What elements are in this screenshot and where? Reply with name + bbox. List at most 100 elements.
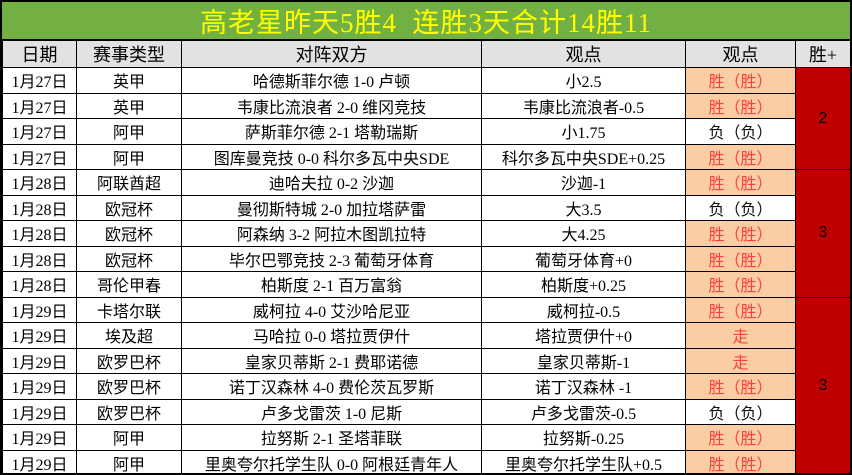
view-cell: 诺丁汉森林 -1 (481, 373, 686, 400)
view-cell: 柏斯度+0.25 (481, 271, 686, 298)
table-row: 1月28日 哥伦甲春 柏斯度 2-1 百万富翁 柏斯度+0.25 胜（胜） (2, 271, 851, 298)
league-cell: 欧罗巴杯 (76, 373, 182, 400)
league-cell: 英甲 (76, 67, 182, 94)
match-cell: 图库曼竞技 0-0 科尔多瓦中央SDE (181, 143, 482, 170)
view-cell: 塔拉贾伊什+0 (481, 322, 686, 349)
result-cell: 胜（胜） (685, 271, 796, 298)
league-cell: 欧冠杯 (76, 194, 182, 221)
view-cell: 韦康比流浪者-0.5 (481, 92, 686, 119)
date-cell: 1月27日 (2, 92, 77, 119)
date-cell: 1月28日 (2, 169, 77, 196)
match-cell: 拉努斯 2-1 圣塔菲联 (181, 424, 482, 451)
match-cell: 曼彻斯特城 2-0 加拉塔萨雷 (181, 194, 482, 221)
result-cell: 胜（胜） (685, 143, 796, 170)
view-cell: 小2.5 (481, 67, 686, 94)
league-cell: 阿联酋超 (76, 169, 182, 196)
result-cell: 胜（胜） (685, 67, 796, 94)
date-cell: 1月27日 (2, 67, 77, 94)
results-table: 日期 赛事类型 对阵双方 观点 观点 胜+ 1月27日 英甲 哈德斯菲尔德 1-0 卢顿 小2.… (2, 40, 851, 473)
table-row: 1月28日 欧冠杯 曼彻斯特城 2-0 加拉塔萨雷 大3.5 负（负） (2, 194, 851, 221)
view-cell: 大4.25 (481, 220, 686, 247)
header-row: 日期 赛事类型 对阵双方 观点 观点 胜+ (2, 40, 850, 68)
match-cell: 马哈拉 0-0 塔拉贾伊什 (181, 322, 482, 349)
match-cell: 柏斯度 2-1 百万富翁 (181, 271, 482, 298)
view-cell: 皇家贝蒂斯-1 (481, 347, 686, 374)
result-cell: 胜（胜） (685, 373, 796, 400)
column-header-1: 赛事类型 (76, 40, 182, 68)
result-cell: 胜（胜） (685, 220, 796, 247)
match-cell: 毕尔巴鄂竞技 2-3 葡萄牙体育 (181, 245, 482, 272)
result-cell: 胜（胜） (685, 449, 796, 473)
table-row: 1月29日 卡塔尔联 威柯拉 4-0 艾沙哈尼亚 威柯拉-0.5 胜（胜） 3 (2, 296, 850, 473)
result-cell: 胜（胜） (685, 424, 796, 451)
table-row: 1月27日 阿甲 萨斯菲尔德 2-1 塔勒瑞斯 小1.75 负（负） (2, 118, 851, 145)
league-cell: 埃及超 (76, 322, 182, 349)
date-cell: 1月28日 (2, 220, 77, 247)
match-cell: 皇家贝蒂斯 2-1 费耶诺德 (181, 347, 482, 374)
column-header-2: 对阵双方 (181, 40, 482, 68)
view-cell: 拉努斯-0.25 (481, 424, 686, 451)
result-cell: 走 (685, 347, 796, 374)
league-cell: 阿甲 (76, 143, 182, 170)
date-cell: 1月29日 (2, 373, 77, 400)
column-header-4: 观点 (685, 40, 796, 68)
table-row: 1月28日 阿联酋超 迪哈夫拉 0-2 沙迦 沙迦-1 胜（胜） 3 (2, 169, 850, 298)
date-cell: 1月28日 (2, 271, 77, 298)
table-row: 1月29日 欧罗巴杯 诺丁汉森林 4-0 费伦茨瓦罗斯 诺丁汉森林 -1 胜（胜） (2, 373, 851, 400)
date-cell: 1月29日 (2, 347, 77, 374)
column-header-3: 观点 (481, 40, 686, 68)
table-row: 1月28日 欧冠杯 阿森纳 3-2 阿拉木图凯拉特 大4.25 胜（胜） (2, 220, 851, 247)
league-cell: 卡塔尔联 (76, 296, 182, 323)
view-cell: 小1.75 (481, 118, 686, 145)
table-row: 1月27日 阿甲 图库曼竞技 0-0 科尔多瓦中央SDE 科尔多瓦中央SDE+0.25… (2, 143, 851, 170)
league-cell: 阿甲 (76, 424, 182, 451)
league-cell: 欧罗巴杯 (76, 347, 182, 374)
table-row: 1月29日 埃及超 马哈拉 0-0 塔拉贾伊什 塔拉贾伊什+0 走 (2, 322, 851, 349)
table-row: 1月29日 阿甲 里奥夸尔托学生队 0-0 阿根廷青年人 里奥夸尔托学生队+0.5 胜（… (2, 449, 851, 473)
match-cell: 韦康比流浪者 2-0 维冈竞技 (181, 92, 482, 119)
table-row: 1月28日 欧冠杯 毕尔巴鄂竞技 2-3 葡萄牙体育 葡萄牙体育+0 胜（胜） (2, 245, 851, 272)
column-header-0: 日期 (2, 40, 77, 68)
match-cell: 迪哈夫拉 0-2 沙迦 (181, 169, 482, 196)
league-cell: 欧冠杯 (76, 220, 182, 247)
view-cell: 大3.5 (481, 194, 686, 221)
date-cell: 1月29日 (2, 449, 77, 473)
league-cell: 阿甲 (76, 449, 182, 473)
table-row: 1月27日 英甲 韦康比流浪者 2-0 维冈竞技 韦康比流浪者-0.5 胜（胜） (2, 92, 851, 119)
match-cell: 哈德斯菲尔德 1-0 卢顿 (181, 67, 482, 94)
league-cell: 阿甲 (76, 118, 182, 145)
result-cell: 负（负） (685, 118, 796, 145)
league-cell: 哥伦甲春 (76, 271, 182, 298)
date-cell: 1月29日 (2, 296, 77, 323)
view-cell: 葡萄牙体育+0 (481, 245, 686, 272)
result-cell: 负（负） (685, 398, 796, 425)
table-row: 1月29日 欧罗巴杯 皇家贝蒂斯 2-1 费耶诺德 皇家贝蒂斯-1 走 (2, 347, 851, 374)
date-cell: 1月28日 (2, 245, 77, 272)
view-cell: 科尔多瓦中央SDE+0.25 (481, 143, 686, 170)
league-cell: 欧冠杯 (76, 245, 182, 272)
date-cell: 1月27日 (2, 118, 77, 145)
date-cell: 1月29日 (2, 424, 77, 451)
win-plus-cell: 3 (795, 169, 850, 298)
result-cell: 负（负） (685, 194, 796, 221)
view-cell: 里奥夸尔托学生队+0.5 (481, 449, 686, 473)
view-cell: 沙迦-1 (481, 169, 686, 196)
date-cell: 1月29日 (2, 398, 77, 425)
result-cell: 胜（胜） (685, 92, 796, 119)
league-cell: 英甲 (76, 92, 182, 119)
sheet-title: 高老星昨天5胜4 连胜3天合计14胜11 (2, 2, 850, 40)
date-cell: 1月28日 (2, 194, 77, 221)
view-cell: 威柯拉-0.5 (481, 296, 686, 323)
result-cell: 胜（胜） (685, 296, 796, 323)
view-cell: 卢多戈雷茨-0.5 (481, 398, 686, 425)
date-cell: 1月27日 (2, 143, 77, 170)
league-cell: 欧罗巴杯 (76, 398, 182, 425)
win-plus-cell: 3 (795, 296, 850, 473)
match-cell: 威柯拉 4-0 艾沙哈尼亚 (181, 296, 482, 323)
table-row: 1月29日 欧罗巴杯 卢多戈雷茨 1-0 尼斯 卢多戈雷茨-0.5 负（负） (2, 398, 851, 425)
column-header-5: 胜+ (795, 40, 850, 68)
table-body: 1月27日 英甲 哈德斯菲尔德 1-0 卢顿 小2.5 胜（胜） 2 1月27日 英甲 韦康比流… (2, 67, 851, 473)
date-cell: 1月29日 (2, 322, 77, 349)
match-cell: 阿森纳 3-2 阿拉木图凯拉特 (181, 220, 482, 247)
